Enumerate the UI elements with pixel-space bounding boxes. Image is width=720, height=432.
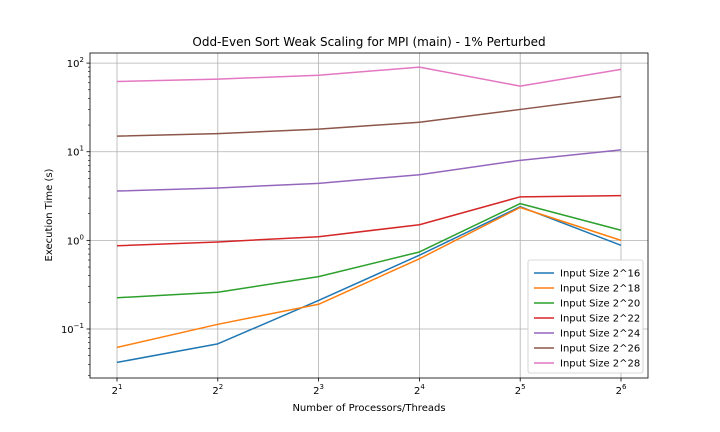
x-tick-label: 23 — [313, 383, 324, 397]
series-line-4 — [116, 194, 622, 247]
x-tick-label: 22 — [212, 383, 223, 397]
chart-title: Odd-Even Sort Weak Scaling for MPI (main… — [192, 35, 545, 49]
y-tick-label: 100 — [67, 233, 84, 247]
series-line-7 — [116, 66, 622, 87]
legend-label: Input Size 2^24 — [560, 329, 640, 340]
series-lines — [116, 66, 622, 364]
x-axis-label: Number of Processors/Threads — [292, 403, 445, 414]
plot-frame — [89, 52, 649, 379]
series-line-5 — [116, 149, 622, 192]
y-tick-label: 101 — [67, 145, 84, 159]
y-axis-label: Execution Time (s) — [44, 168, 55, 261]
y-axis-ticks: 10−1 100 101 102 — [61, 56, 90, 376]
y-tick-label: 102 — [67, 56, 84, 70]
legend-label: Input Size 2^18 — [560, 284, 640, 295]
x-axis-ticks: 21 22 23 24 25 26 — [112, 378, 627, 397]
x-tick-label: 26 — [616, 383, 627, 397]
legend-label: Input Size 2^26 — [560, 344, 640, 355]
series-line-6 — [116, 95, 622, 137]
x-tick-label: 24 — [414, 383, 425, 397]
legend-label: Input Size 2^28 — [560, 359, 640, 370]
series-line-2 — [116, 206, 622, 349]
series-line-3 — [116, 202, 622, 299]
y-tick-label: 10−1 — [61, 322, 84, 336]
legend-label: Input Size 2^16 — [560, 269, 640, 280]
legend: Input Size 2^16 Input Size 2^18 Input Size… — [527, 259, 644, 374]
x-tick-label: 25 — [515, 383, 526, 397]
legend-label: Input Size 2^20 — [560, 299, 640, 310]
legend-label: Input Size 2^22 — [560, 314, 640, 325]
x-tick-label: 21 — [112, 383, 123, 397]
legend-box — [527, 259, 644, 374]
